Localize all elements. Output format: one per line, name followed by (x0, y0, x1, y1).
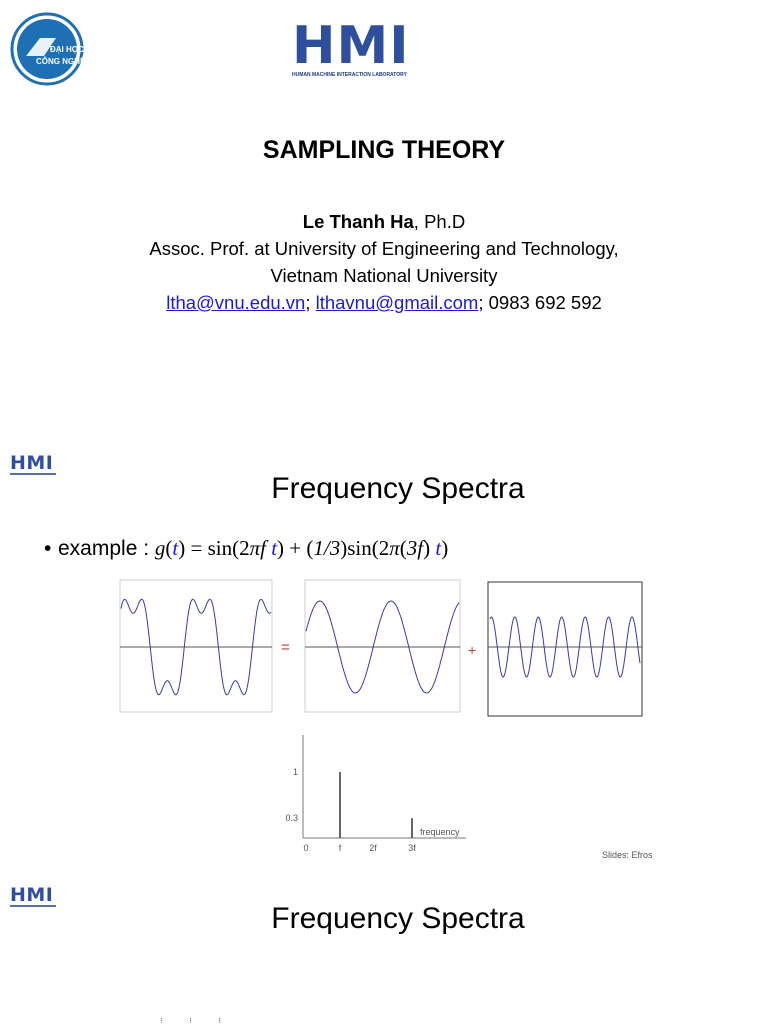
frequency-spectra-slide-2: HMI Frequency Spectra (0, 870, 768, 1024)
hmi-small-logo-tagline (10, 473, 56, 475)
author-degree: , Ph.D (413, 211, 466, 232)
x-tick-label-3f: 3f (408, 843, 416, 853)
slide-title-2: Frequency Spectra (271, 902, 525, 935)
example-bullet: • example : g(t) = sin(2πf t) + (1/3)sin(… (44, 536, 448, 561)
combined-wave (120, 598, 272, 696)
author-name: Le Thanh Ha (302, 211, 414, 232)
y-tick-label-0.3: 0.3 (285, 813, 298, 823)
plus-sign: + (468, 642, 476, 658)
affiliation-line-2: Vietnam National University (270, 265, 498, 286)
hmi-small-logo: HMI (10, 454, 58, 475)
waveform-figure: = + 1 0.3 0 f 2f 3f frequency (119, 579, 643, 853)
slide-credit: Slides: Efros (602, 850, 653, 860)
partial-tick-marks: ⁝ ⁝ ⁝ (160, 1016, 221, 1024)
uni-logo-text-1: ĐẠI HỌC (50, 45, 84, 54)
x-tick-label-0: 0 (303, 843, 308, 853)
equals-sign: = (281, 639, 290, 656)
bullet-label: example : (58, 537, 155, 560)
hmi-logo: HMI HUMAN MACHINE INTERACTION LABORATORY (292, 16, 412, 80)
fundamental-wave (305, 600, 460, 694)
y-tick-label-1: 1 (293, 767, 298, 777)
hmi-logo-letters: HMI (292, 16, 410, 76)
hmi-small-logo-tagline-2 (10, 905, 56, 907)
bullet-dot: • (44, 537, 52, 560)
equation: g(t) = sin(2πf t) + (1/3)sin(2π(3f) t) (154, 536, 449, 560)
hmi-small-logo-letters: HMI (10, 452, 54, 474)
harmonic-wave (489, 616, 641, 678)
contact-separator: ; (305, 292, 316, 313)
affiliation-line-1: Assoc. Prof. at University of Engineerin… (149, 238, 619, 259)
university-logo: ĐẠI HỌC CÔNG NGHỆ (10, 12, 84, 86)
title-slide: ĐẠI HỌC CÔNG NGHỆ HMI HUMAN MACHINE INTE… (0, 0, 768, 420)
harmonic-wave-panel (487, 581, 643, 717)
contact-line: ltha@vnu.edu.vn; lthavnu@gmail.com; 0983… (0, 289, 768, 316)
spectrum-chart: 1 0.3 0 f 2f 3f frequency (285, 735, 466, 853)
spectrum-labels: 1 0.3 0 f 2f 3f frequency (285, 767, 460, 853)
x-tick-label-f: f (339, 843, 342, 853)
fundamental-wave-panel (304, 579, 461, 713)
hmi-small-logo-letters-2: HMI (10, 884, 54, 906)
author-line: Le Thanh Ha, Ph.D (0, 208, 768, 235)
presentation-title: SAMPLING THEORY (262, 136, 506, 164)
hmi-small-logo-2: HMI (10, 886, 58, 907)
hmi-logo-subtitle: HUMAN MACHINE INTERACTION LABORATORY (292, 72, 407, 78)
email-link-2[interactable]: lthavnu@gmail.com (315, 292, 479, 313)
email-link-1[interactable]: ltha@vnu.edu.vn (166, 292, 306, 313)
frequency-spectra-slide: HMI Frequency Spectra • example : g(t) = … (0, 430, 768, 860)
slide-title: Frequency Spectra (271, 472, 525, 505)
author-block: Le Thanh Ha, Ph.D Assoc. Prof. at Univer… (0, 208, 768, 316)
spectrum-axis-label: frequency (420, 827, 460, 837)
spectrum-bars (339, 772, 413, 838)
uni-logo-text-2: CÔNG NGHỆ (36, 57, 84, 66)
x-tick-label-2f: 2f (369, 843, 377, 853)
phone-number: ; 0983 692 592 (478, 292, 602, 313)
